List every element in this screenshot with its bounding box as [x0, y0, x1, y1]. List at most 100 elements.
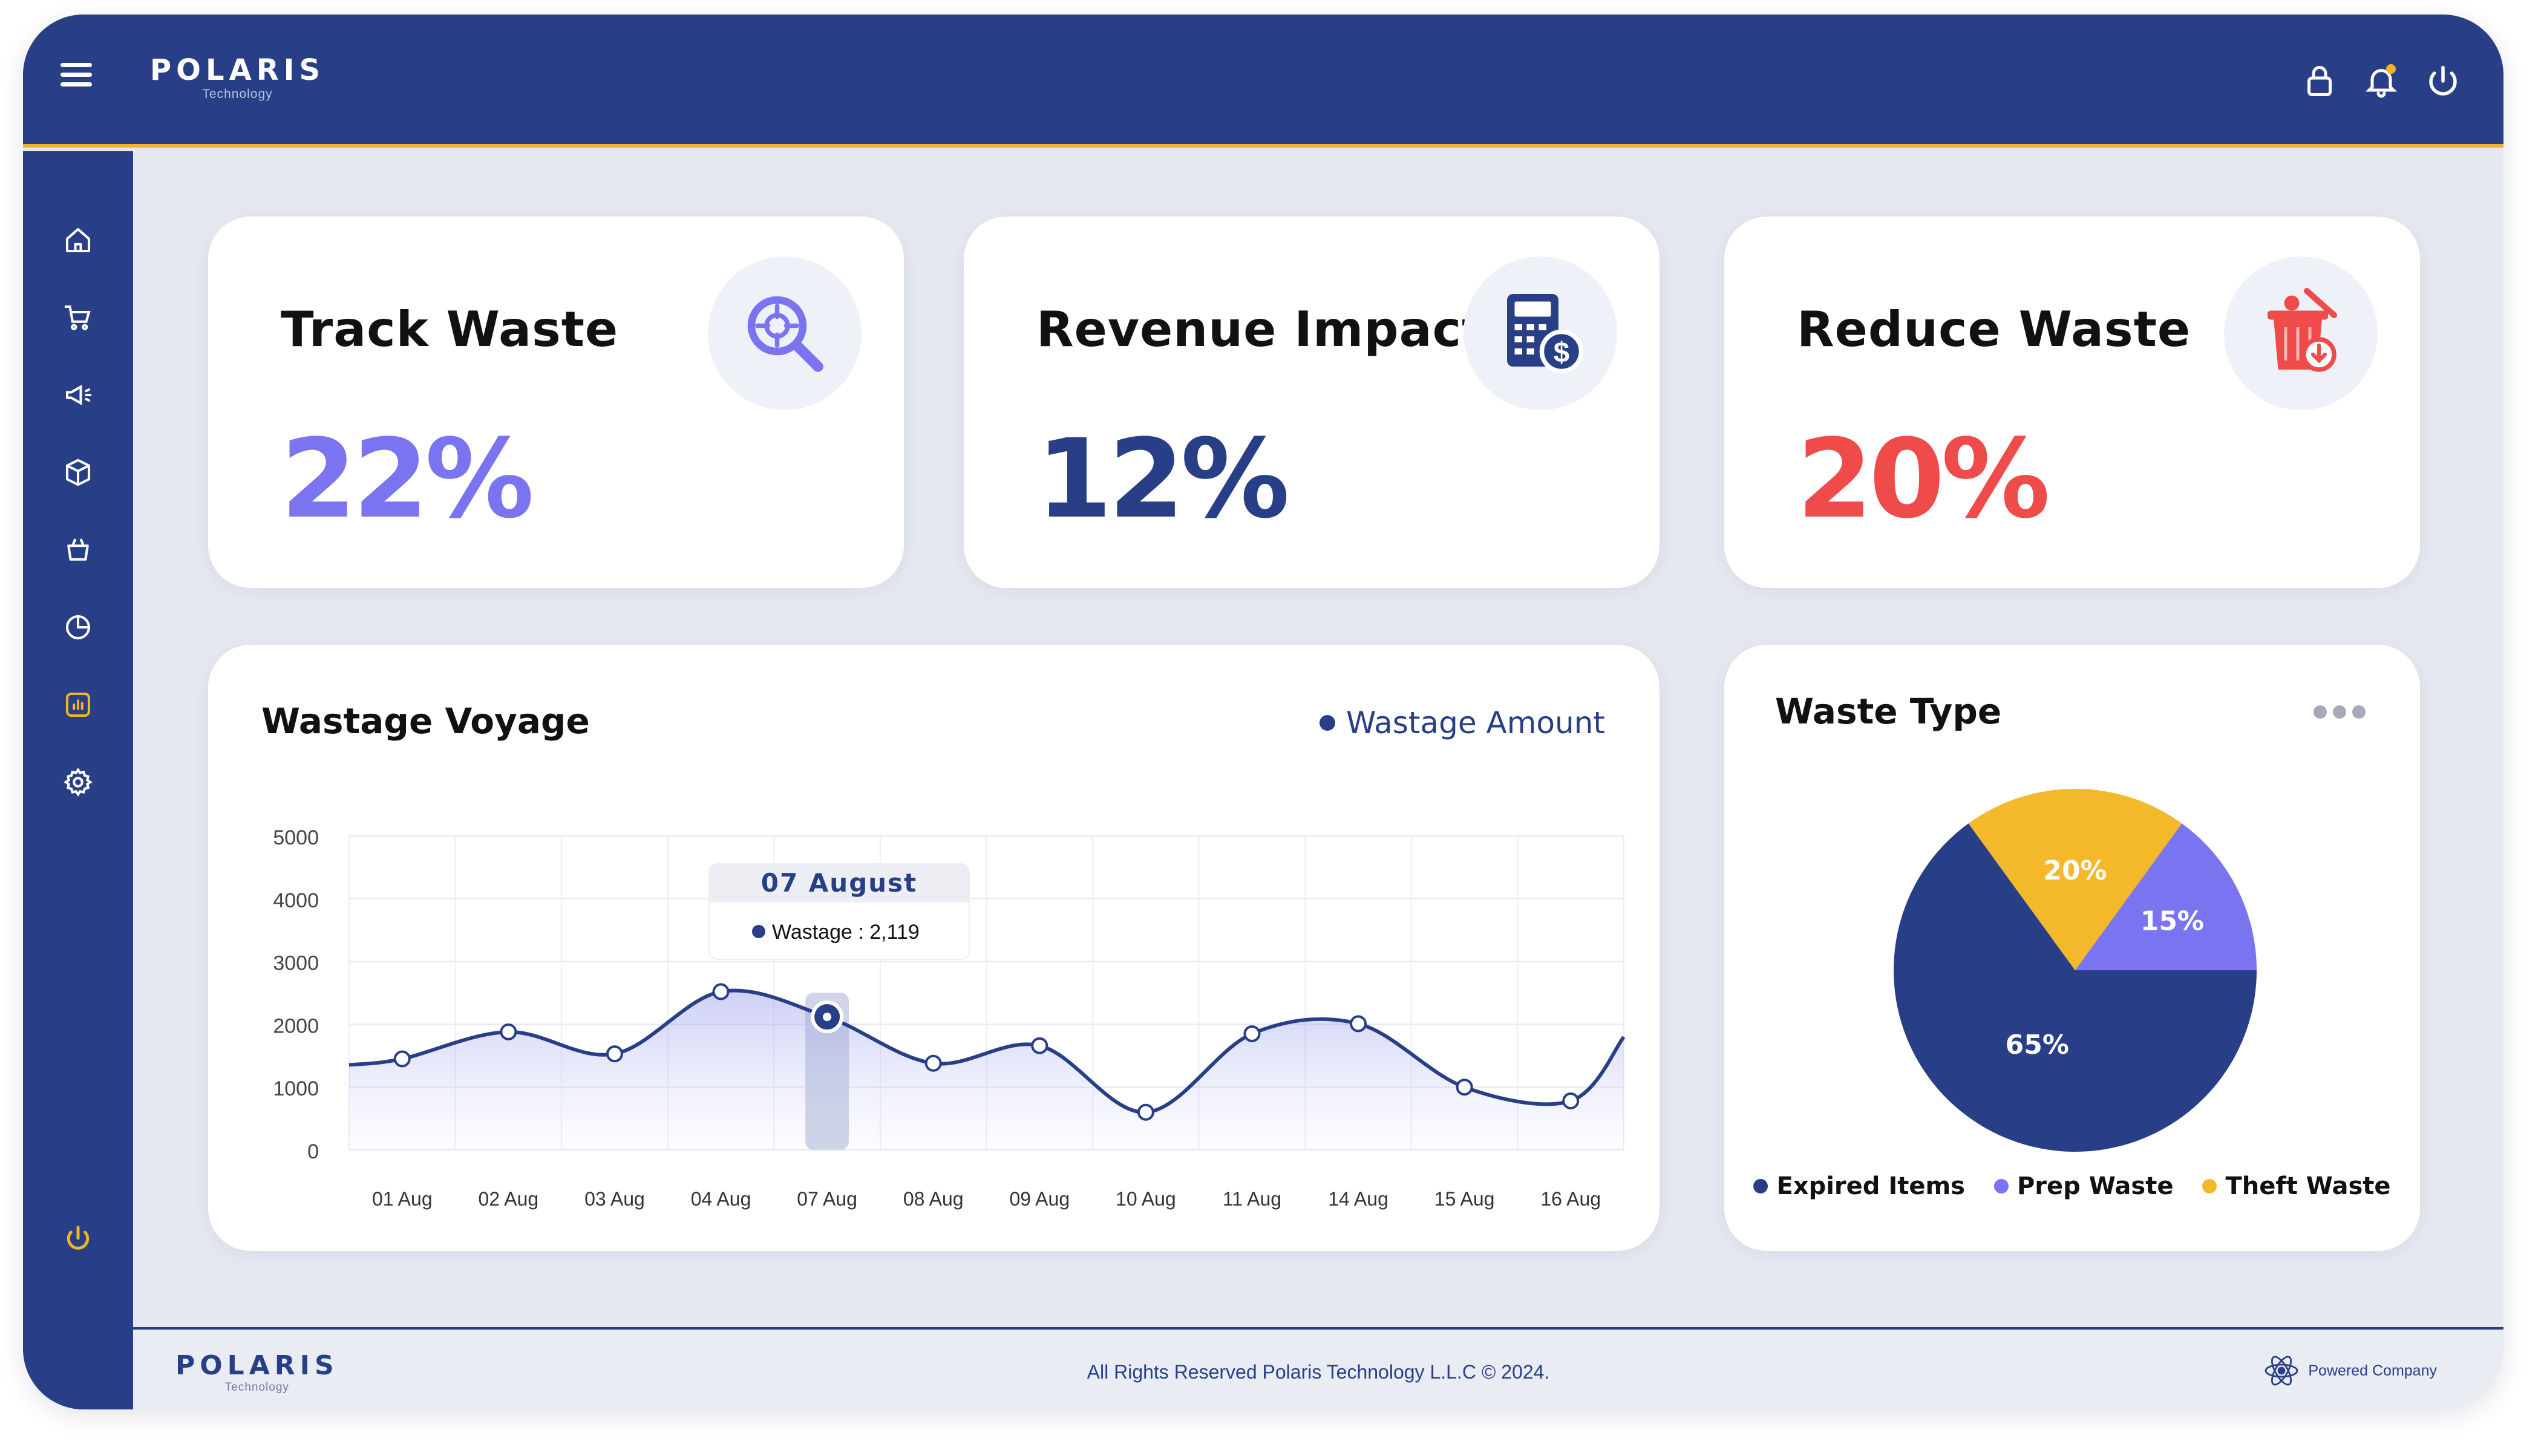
app-frame: POLARIS Technology [23, 15, 2503, 1409]
footer-logo[interactable]: POLARIS Technology [175, 1350, 339, 1394]
header-actions [2301, 63, 2461, 99]
magnify-target-icon [708, 256, 862, 410]
pie-legend: Expired Items Prep Waste Theft Waste [1724, 1172, 2420, 1200]
power-icon [67, 1226, 90, 1250]
data-point[interactable] [924, 1054, 942, 1072]
legend-dot [1993, 1179, 2009, 1193]
y-tick-label: 3000 [273, 952, 319, 975]
sidebar-item-basket[interactable] [62, 534, 94, 566]
copyright-text: All Rights Reserved Polaris Technology L… [1087, 1361, 1550, 1383]
sidebar-item-analytics[interactable] [62, 611, 94, 644]
tooltip-value: Wastage : 2,119 [772, 921, 920, 944]
sidebar-item-inventory[interactable] [62, 456, 94, 489]
legend-item-theft: Theft Waste [2202, 1172, 2391, 1200]
home-icon [65, 227, 91, 253]
pie-slice-label: 20% [2043, 855, 2107, 886]
bar-report-icon [65, 692, 91, 717]
y-tick-label: 5000 [273, 826, 319, 849]
sidebar-item-reports[interactable] [62, 688, 94, 721]
megaphone-icon [65, 385, 92, 405]
trash-bin-icon [2224, 256, 2378, 410]
data-point[interactable] [1031, 1037, 1048, 1054]
header-logo-subtitle: Technology [202, 87, 273, 101]
more-options-icon[interactable] [2314, 705, 2366, 719]
pie-slice-label: 65% [2006, 1030, 2069, 1060]
stat-title: Revenue Impact [1036, 301, 1486, 357]
stat-title: Reduce Waste [1797, 301, 2191, 357]
x-tick-label: 08 Aug [903, 1188, 964, 1210]
top-bar: POLARIS Technology [23, 15, 2503, 148]
legend-label: Theft Waste [2225, 1172, 2391, 1200]
footer-logo-subtitle: Technology [224, 1381, 289, 1394]
powered-label: Powered Company [2308, 1362, 2437, 1379]
data-point[interactable] [500, 1023, 517, 1040]
chart-tooltip: 07 August Wastage : 2,119 [708, 863, 970, 960]
data-point[interactable] [1456, 1079, 1473, 1096]
x-tick-label: 10 Aug [1116, 1188, 1176, 1210]
area-fill [349, 990, 1624, 1150]
legend-item-prep: Prep Waste [1993, 1172, 2174, 1200]
x-tick-label: 15 Aug [1434, 1188, 1495, 1210]
x-tick-label: 04 Aug [691, 1188, 751, 1210]
pie-slice[interactable] [2075, 823, 2257, 970]
stat-value: 20% [1797, 416, 2050, 543]
header-logo[interactable]: POLARIS Technology [150, 53, 325, 102]
pie-slice[interactable] [1894, 823, 2257, 1152]
legend-label: Wastage Amount [1346, 705, 1605, 740]
series-line [348, 988, 1626, 1114]
wastage-voyage-panel: Wastage Voyage Wastage Amount 0 1000 2000 3… [208, 645, 1660, 1251]
notification-dot [2386, 64, 2396, 74]
y-tick-label: 4000 [273, 889, 319, 912]
x-tick-label: 03 Aug [584, 1188, 645, 1210]
wastage-voyage-title: Wastage Voyage [261, 700, 590, 742]
basket-icon [67, 538, 89, 561]
sidebar [23, 151, 133, 1409]
stat-card-revenue-impact: Revenue Impact 12% $ [964, 217, 1660, 588]
sidebar-item-campaigns[interactable] [62, 379, 94, 411]
pie-slice[interactable] [1968, 789, 2182, 970]
tooltip-title: 07 August [761, 868, 918, 898]
data-point[interactable] [1350, 1015, 1367, 1033]
cart-icon [64, 305, 91, 330]
legend-item-expired: Expired Items [1753, 1172, 1965, 1200]
pie-chart-icon [65, 615, 91, 640]
x-tick-label: 07 Aug [797, 1188, 857, 1210]
legend-label: Prep Waste [2016, 1172, 2174, 1200]
sidebar-item-cart[interactable] [62, 301, 94, 334]
stat-value: 12% [1036, 416, 1290, 543]
data-point[interactable] [1137, 1103, 1154, 1121]
waste-type-pie-chart[interactable]: 65% 20% 15% [1724, 645, 2420, 1165]
x-tick-label: 02 Aug [479, 1188, 539, 1210]
box-icon [65, 459, 91, 486]
logout-power-icon[interactable] [2425, 63, 2461, 99]
data-point[interactable] [393, 1050, 411, 1068]
legend-label: Expired Items [1776, 1172, 1965, 1200]
x-tick-label: 09 Aug [1009, 1188, 1070, 1210]
powered-by[interactable]: Powered Company [2262, 1351, 2437, 1390]
atom-icon [2265, 1356, 2298, 1386]
x-tick-label: 11 Aug [1223, 1188, 1281, 1210]
stat-card-track-waste: Track Waste 22% [208, 217, 904, 588]
stat-card-reduce-waste: Reduce Waste 20% [1724, 217, 2420, 588]
data-point[interactable] [1243, 1025, 1261, 1042]
header-logo-text: POLARIS [150, 53, 325, 87]
wastage-line-chart[interactable]: 0 1000 2000 3000 4000 5000 01 Aug 02 Aug 03 Aug 0… [208, 645, 1660, 1251]
legend-dot [1753, 1179, 1768, 1193]
sidebar-item-home[interactable] [62, 224, 94, 256]
lock-icon[interactable] [2301, 63, 2338, 99]
stat-value: 22% [281, 416, 534, 543]
sidebar-power-button[interactable] [62, 1222, 94, 1255]
svg-text:$: $ [1554, 337, 1569, 369]
y-tick-label: 2000 [273, 1014, 319, 1037]
x-tick-label: 16 Aug [1540, 1188, 1601, 1210]
bell-icon[interactable] [2363, 63, 2399, 99]
stat-title: Track Waste [281, 301, 619, 357]
data-point[interactable] [712, 983, 730, 1001]
sidebar-item-settings[interactable] [62, 766, 94, 798]
data-point-active-center [823, 1013, 832, 1022]
data-point[interactable] [1562, 1092, 1580, 1110]
menu-icon[interactable] [60, 63, 92, 87]
x-tick-label: 14 Aug [1328, 1188, 1388, 1210]
data-point[interactable] [606, 1045, 623, 1063]
x-tick-label: 01 Aug [372, 1188, 433, 1210]
